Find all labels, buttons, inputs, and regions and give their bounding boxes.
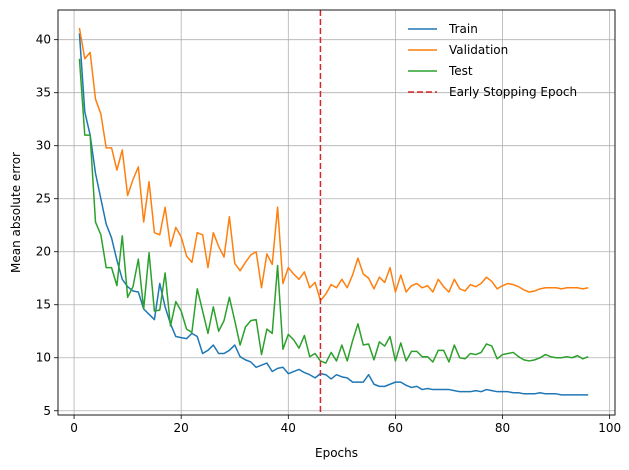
- legend-label-early-stopping-epoch: Early Stopping Epoch: [449, 85, 577, 99]
- x-tick-label: 100: [598, 421, 621, 435]
- y-tick-label: 10: [36, 351, 51, 365]
- legend-label-validation: Validation: [449, 43, 508, 57]
- series-line-test: [78, 58, 589, 364]
- y-axis-label: Mean absolute error: [9, 152, 23, 273]
- x-tick-label: 80: [495, 421, 510, 435]
- y-tick-label: 35: [36, 86, 51, 100]
- series-line-train: [78, 33, 589, 396]
- series-line-validation: [78, 27, 589, 302]
- y-tick-label: 5: [43, 404, 51, 418]
- y-tick-label: 20: [36, 245, 51, 259]
- x-tick-label: 20: [174, 421, 189, 435]
- y-tick-label: 15: [36, 298, 51, 312]
- ticks: 0 20 40 60 80 100 5 10 15 20 25 30 35 40: [36, 33, 621, 435]
- legend-label-train: Train: [448, 22, 478, 36]
- plot-frame: [57, 9, 616, 416]
- y-tick-label: 40: [36, 33, 51, 47]
- x-tick-label: 60: [388, 421, 403, 435]
- x-tick-label: 0: [70, 421, 78, 435]
- legend: Train Validation Test Early Stopping Epoch: [408, 22, 577, 99]
- y-tick-label: 25: [36, 192, 51, 206]
- y-tick-label: 30: [36, 139, 51, 153]
- x-tick-label: 40: [281, 421, 296, 435]
- series-layer: [78, 10, 589, 415]
- x-axis-label: Epochs: [315, 446, 358, 460]
- legend-label-test: Test: [448, 64, 473, 78]
